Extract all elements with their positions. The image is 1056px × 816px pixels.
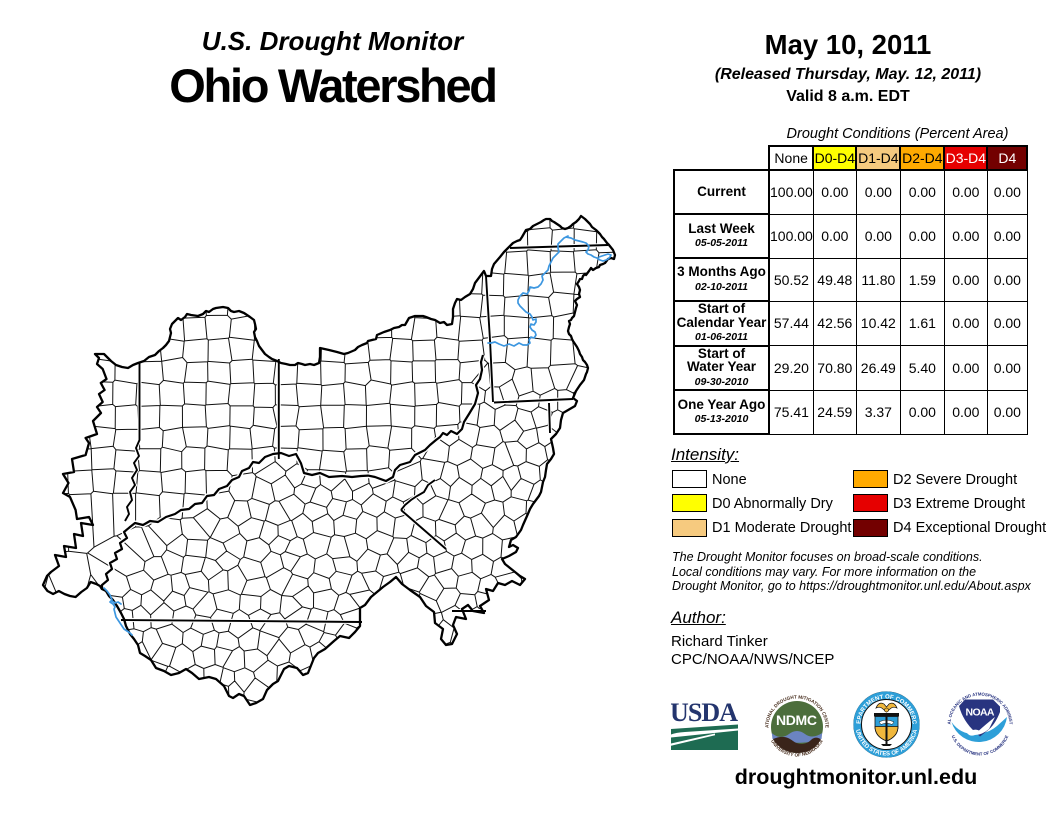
svg-text:USDA: USDA [671, 701, 738, 727]
svg-text:NOAA: NOAA [966, 707, 995, 719]
svg-text:NDMC: NDMC [776, 712, 818, 728]
